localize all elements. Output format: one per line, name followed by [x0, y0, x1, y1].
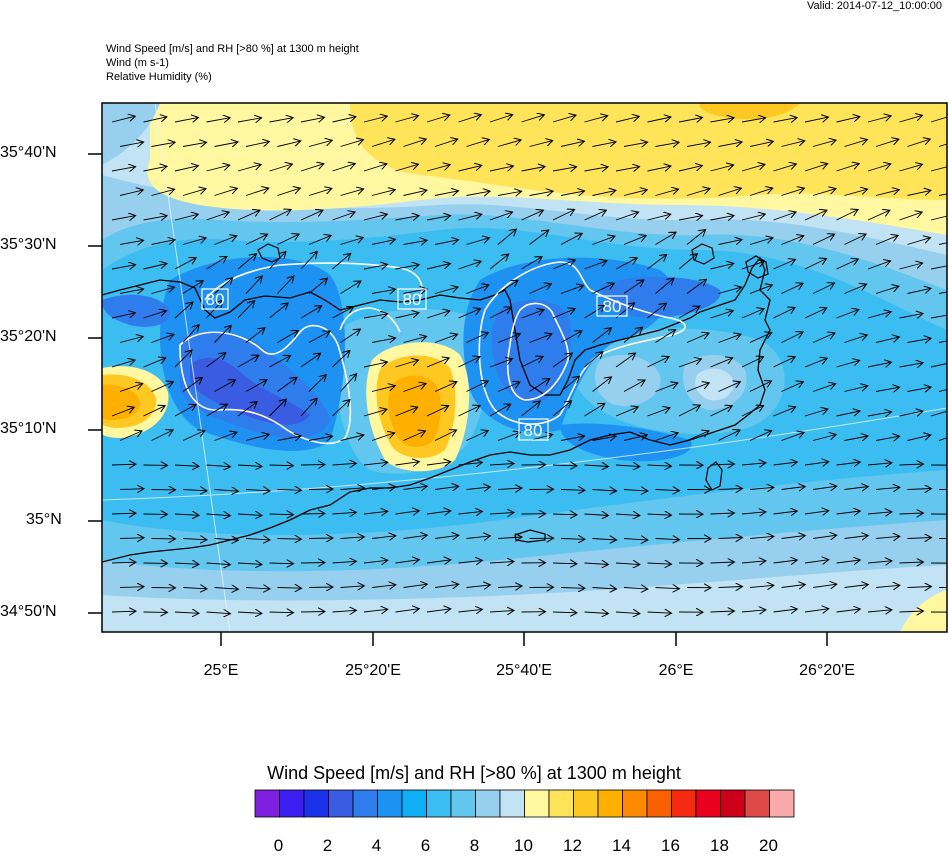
- lat-ticks: [88, 154, 102, 613]
- colorbar-box: [402, 790, 427, 817]
- wind-arrow: [301, 465, 325, 466]
- colorbar-tick-label: 14: [612, 836, 631, 856]
- colorbar-box: [500, 790, 525, 817]
- colorbar-box: [770, 790, 795, 817]
- map-area: [102, 103, 948, 632]
- colorbar-box: [598, 790, 623, 817]
- lon-label-25-20: 25°20'E: [345, 662, 401, 680]
- svg-text:80: 80: [206, 290, 225, 309]
- colorbar-box: [304, 790, 329, 817]
- wind-arrow: [309, 538, 333, 539]
- lon-label-26-20: 26°20'E: [799, 662, 855, 680]
- colorbar-box: [525, 790, 550, 817]
- colorbar-box: [647, 790, 672, 817]
- wind-arrow: [309, 587, 333, 588]
- wind-arrow: [301, 612, 325, 613]
- colorbar-tick-label: 0: [274, 836, 283, 856]
- colorbar-box: [745, 790, 770, 817]
- colorbar-box: [280, 790, 305, 817]
- lon-label-25: 25°E: [204, 662, 239, 680]
- colorbar-tick-label: 10: [514, 836, 533, 856]
- wind-arrow: [301, 514, 325, 515]
- lon-label-26: 26°E: [659, 662, 694, 680]
- colorbar-tick-label: 12: [563, 836, 582, 856]
- svg-text:80: 80: [524, 421, 543, 440]
- colorbar-tick-label: 8: [470, 836, 479, 856]
- rh-contour-label-1: 80: [202, 289, 228, 309]
- colorbar-tick-label: 6: [421, 836, 430, 856]
- colorbar-box: [353, 790, 378, 817]
- colorbar-box: [672, 790, 697, 817]
- wind-arrow: [301, 563, 325, 564]
- lat-label-35-10: 35°10'N: [0, 420, 78, 438]
- lat-label-35-20: 35°20'N: [0, 328, 78, 346]
- lon-ticks: [221, 632, 827, 646]
- lat-label-35-30: 35°30'N: [0, 236, 78, 254]
- lon-label-25-40: 25°40'E: [496, 662, 552, 680]
- lat-label-35: 35°N: [26, 511, 104, 529]
- colorbar-tick-label: 18: [710, 836, 729, 856]
- svg-text:80: 80: [603, 297, 622, 316]
- colorbar-box: [329, 790, 354, 817]
- colorbar-tick-label: 4: [372, 836, 381, 856]
- legend-title: Wind Speed [m/s] and RH [>80 %] at 1300 …: [0, 763, 948, 784]
- colorbar-box: [378, 790, 403, 817]
- colorbar-box: [574, 790, 599, 817]
- colorbar-tick-label: 16: [661, 836, 680, 856]
- colorbar-box: [451, 790, 476, 817]
- colorbar-box: [549, 790, 574, 817]
- colorbar-tick-label: 20: [759, 836, 778, 856]
- colorbar-box: [255, 790, 280, 817]
- colorbar-box: [623, 790, 648, 817]
- svg-text:80: 80: [403, 290, 422, 309]
- colorbar-box: [476, 790, 501, 817]
- colorbar-box: [427, 790, 452, 817]
- colorbar: [255, 790, 794, 817]
- lat-label-35-40: 35°40'N: [0, 144, 78, 162]
- lat-label-34-50: 34°50'N: [0, 603, 78, 621]
- colorbar-tick-label: 2: [323, 836, 332, 856]
- colorbar-box: [696, 790, 721, 817]
- colorbar-box: [721, 790, 746, 817]
- wind-arrow: [309, 489, 333, 490]
